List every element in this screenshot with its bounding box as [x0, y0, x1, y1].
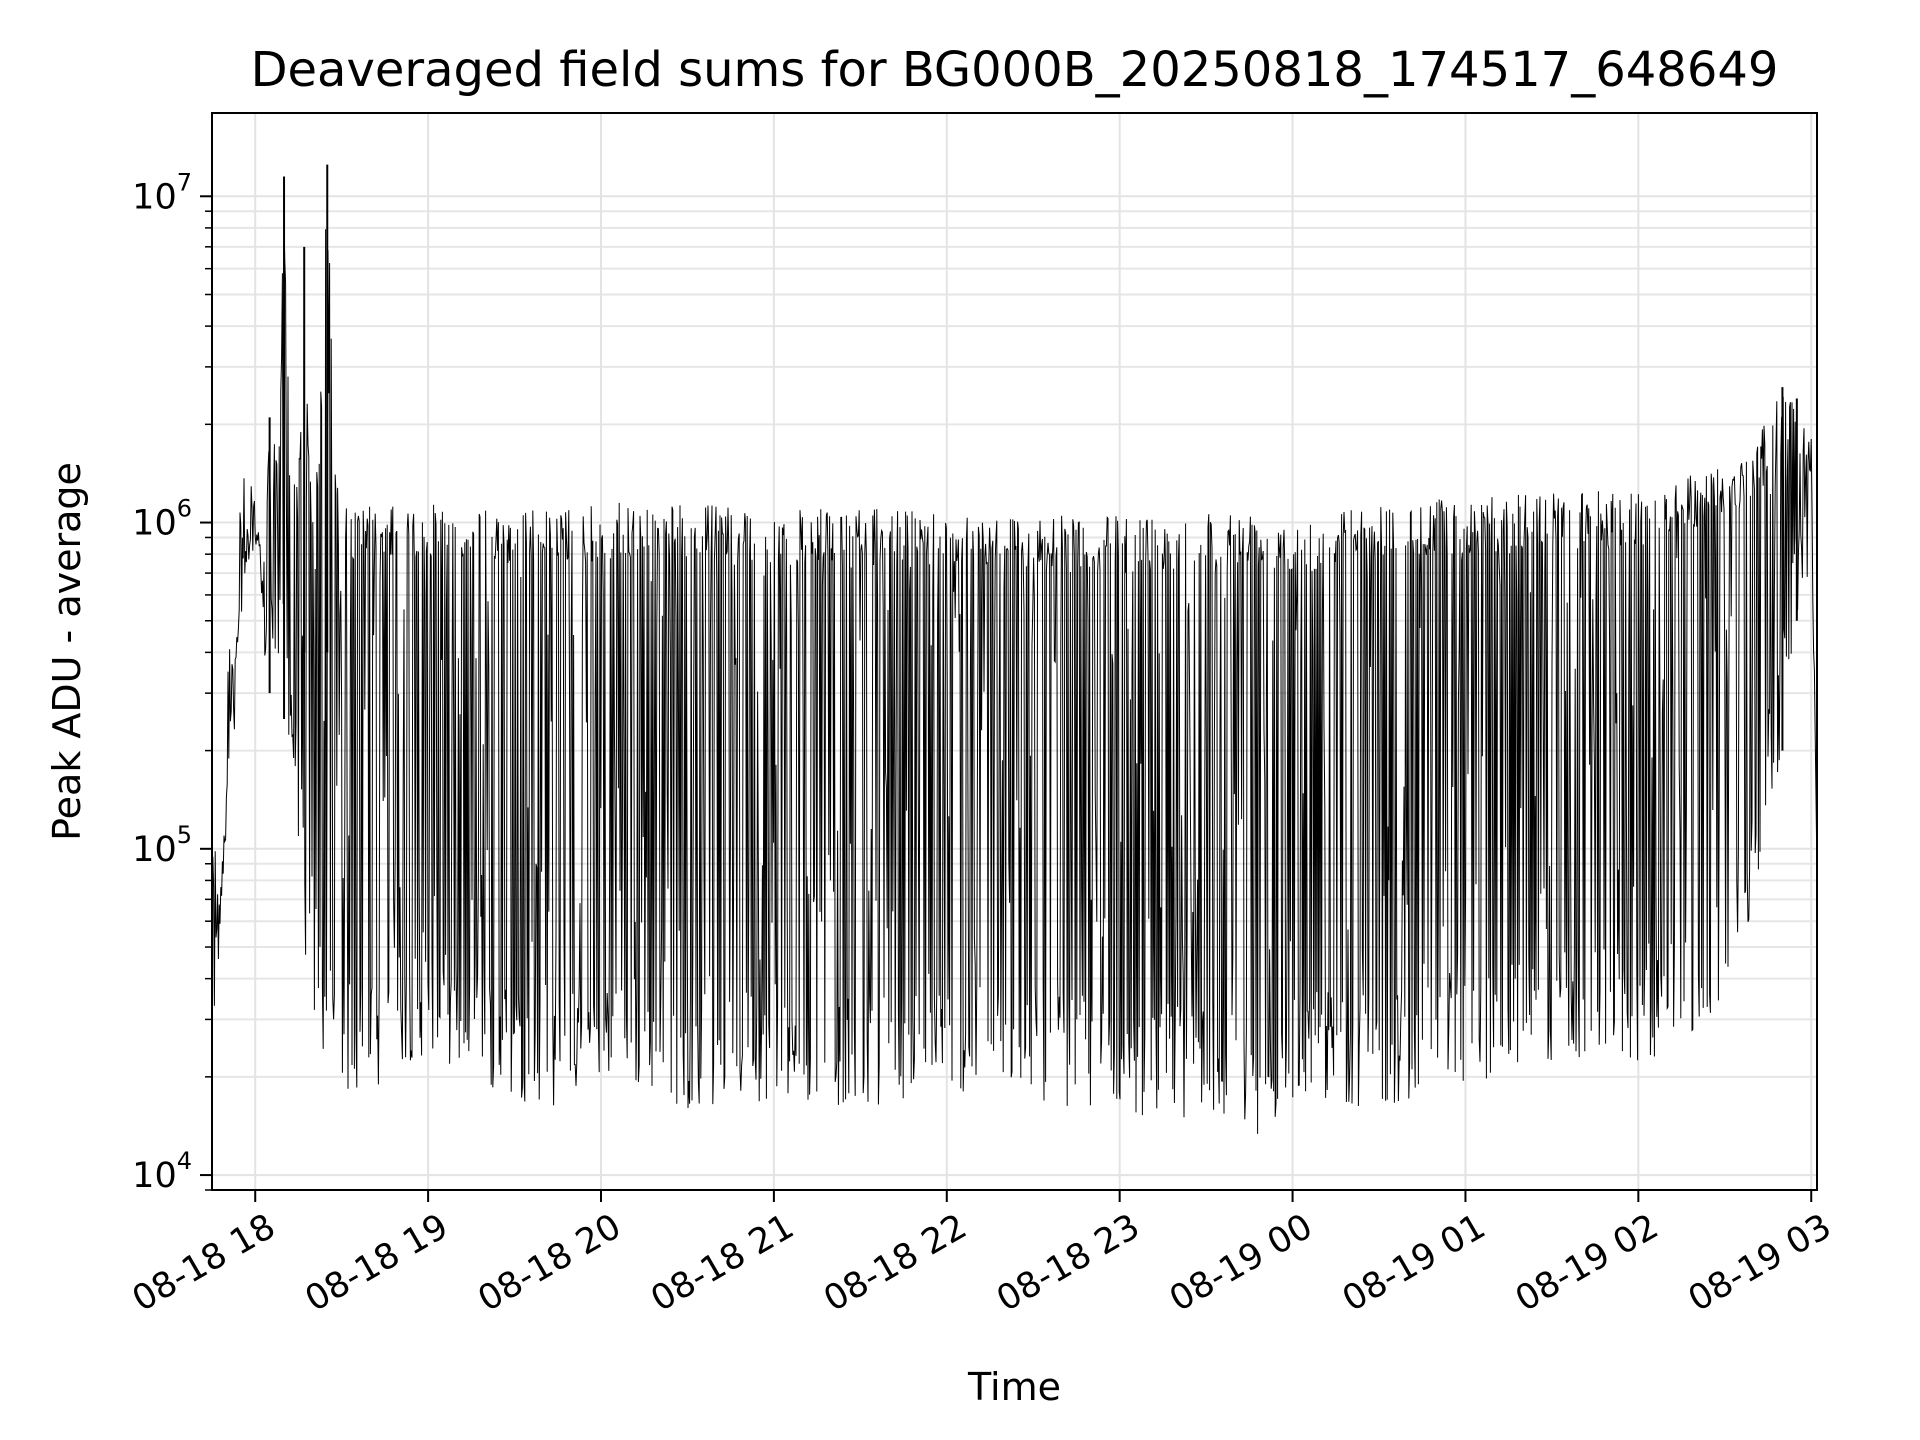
y-tick-label: 106 [132, 495, 192, 544]
y-tick-label: 104 [132, 1147, 192, 1196]
y-tick-label: 107 [132, 168, 192, 217]
series-line [211, 221, 1818, 1134]
plot-frame [211, 112, 1818, 1191]
y-axis-label: Peak ADU - average [45, 462, 89, 841]
plot-area [211, 164, 1818, 1134]
x-axis-label: Time [967, 1365, 1061, 1409]
y-tick-label: 105 [132, 821, 192, 870]
chart-title: Deaveraged field sums for BG000B_2025081… [251, 42, 1779, 98]
